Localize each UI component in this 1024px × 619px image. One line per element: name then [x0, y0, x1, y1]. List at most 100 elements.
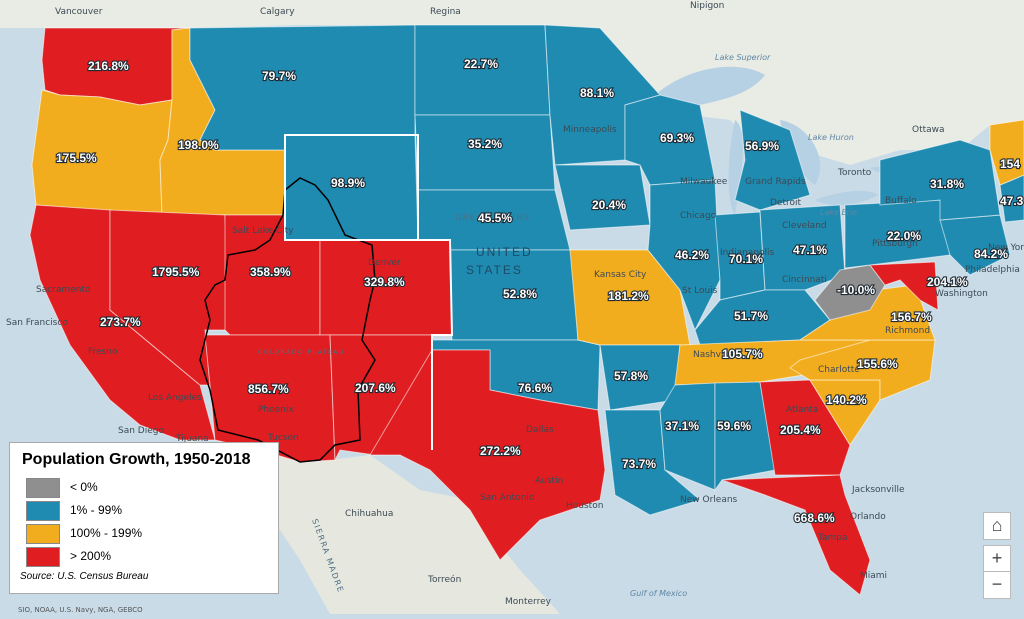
- place-label: New Orleans: [680, 495, 738, 505]
- state-value-label: 198.0%: [178, 138, 219, 152]
- place-label: St Louis: [682, 286, 718, 296]
- lake-superior: [655, 66, 765, 108]
- legend-label: < 0%: [70, 480, 98, 494]
- state-value-label: 156.7%: [891, 310, 932, 324]
- state-value-label: 204.1%: [927, 275, 968, 289]
- state-montana[interactable]: [189, 24, 416, 151]
- place-label: Calgary: [260, 7, 295, 17]
- place-label: San Francisco: [6, 318, 68, 328]
- place-label: Philadelphia: [965, 265, 1020, 275]
- water-label: Lake Erie: [820, 208, 857, 217]
- state-value-label: 272.2%: [480, 444, 521, 458]
- place-label: Detroit: [770, 198, 802, 208]
- state-value-label: 57.8%: [614, 369, 648, 383]
- place-label: Nipigon: [690, 1, 724, 11]
- legend-title: Population Growth, 1950-2018: [22, 451, 251, 468]
- place-label: San Diego: [118, 426, 164, 436]
- place-label: Toronto: [837, 168, 872, 178]
- region-label: GREAT PLAINS: [455, 213, 530, 222]
- legend-source: Source: U.S. Census Bureau: [20, 571, 149, 582]
- state-value-label: 84.2%: [974, 247, 1008, 261]
- legend-swatch: [26, 547, 60, 567]
- state-value-label: 205.4%: [780, 423, 821, 437]
- state-value-label: 105.7%: [722, 347, 763, 361]
- state-oregon[interactable]: [31, 89, 173, 216]
- legend-item: 100% - 199%: [26, 524, 266, 546]
- place-label: Sacramento: [36, 285, 91, 295]
- state-value-label: 358.9%: [250, 265, 291, 279]
- state-georgia[interactable]: [759, 379, 851, 476]
- place-label: Chicago: [680, 211, 717, 221]
- place-label: Richmond: [885, 326, 930, 336]
- state-value-label: 47.3: [1000, 194, 1024, 208]
- water-label: Lake Huron: [808, 133, 854, 142]
- state-value-label: 76.6%: [518, 381, 552, 395]
- place-label: Milwaukee: [680, 177, 728, 187]
- place-label: Cincinnati: [782, 275, 827, 285]
- place-label: Atlanta: [786, 405, 818, 415]
- legend-item: > 200%: [26, 547, 266, 569]
- state-florida[interactable]: [721, 474, 871, 596]
- place-label: Jacksonville: [851, 485, 905, 495]
- state-value-label: 31.8%: [930, 177, 964, 191]
- state-maryland[interactable]: [869, 261, 939, 311]
- place-label: Monterrey: [505, 597, 552, 607]
- state-value-label: 207.6%: [355, 381, 396, 395]
- state-value-label: 98.9%: [331, 176, 365, 190]
- state-value-label: 56.9%: [745, 139, 779, 153]
- place-label: Phoenix: [258, 405, 294, 415]
- state-value-label: -10.0%: [837, 283, 875, 297]
- state-value-label: 52.8%: [503, 287, 537, 301]
- state-newyork[interactable]: [879, 139, 1001, 221]
- state-texas[interactable]: [369, 349, 606, 561]
- zoom-out-button[interactable]: −: [983, 571, 1011, 599]
- home-button[interactable]: ⌂: [983, 512, 1011, 540]
- legend-label: > 200%: [70, 549, 112, 563]
- state-value-label: 140.2%: [826, 393, 867, 407]
- place-label: Tijuana: [175, 434, 209, 444]
- place-label: Minneapolis: [563, 125, 617, 135]
- state-southdakota[interactable]: [414, 114, 556, 191]
- place-label: Houston: [566, 501, 603, 511]
- legend-label: 100% - 199%: [70, 526, 143, 540]
- place-label: Dallas: [526, 425, 554, 435]
- state-value-label: 79.7%: [262, 69, 296, 83]
- zoom-in-button[interactable]: +: [983, 545, 1011, 573]
- state-value-label: 51.7%: [734, 309, 768, 323]
- state-value-label: 69.3%: [660, 131, 694, 145]
- state-illinois[interactable]: [647, 179, 721, 332]
- country-label-line2: STATES: [466, 263, 523, 277]
- place-label: Regina: [430, 7, 461, 17]
- state-value-label: 273.7%: [100, 315, 141, 329]
- place-label: Washington: [935, 289, 988, 299]
- state-value-label: 45.5%: [478, 211, 512, 225]
- states-layer[interactable]: [29, 24, 1024, 596]
- state-value-label: 216.8%: [88, 59, 129, 73]
- state-value-label: 73.7%: [622, 457, 656, 471]
- state-value-label: 22.7%: [464, 57, 498, 71]
- state-value-label: 70.1%: [729, 252, 763, 266]
- place-label: Austin: [535, 476, 563, 486]
- legend-panel: Population Growth, 1950-2018 < 0% 1% - 9…: [9, 442, 279, 594]
- place-label: Los Angeles: [148, 393, 202, 403]
- country-label-line1: UNITED: [476, 245, 533, 259]
- state-mississippi[interactable]: [659, 382, 716, 491]
- place-label: Indianapolis: [720, 248, 775, 258]
- legend-item: < 0%: [26, 478, 266, 500]
- state-alabama[interactable]: [714, 381, 776, 492]
- legend-swatch: [26, 524, 60, 544]
- state-value-label: 1795.5%: [152, 265, 200, 279]
- state-ohio[interactable]: [759, 204, 846, 291]
- legend-label: 1% - 99%: [70, 503, 123, 517]
- place-label: New York: [988, 243, 1024, 253]
- place-label: Tucson: [267, 433, 299, 443]
- legend-swatch: [26, 478, 60, 498]
- state-value-label: 154: [1000, 157, 1020, 171]
- place-label: Charlotte: [818, 365, 860, 375]
- place-label: Orlando: [850, 512, 886, 522]
- state-value-label: 88.1%: [580, 86, 614, 100]
- attribution-text: SIO, NOAA, U.S. Navy, NGA, GEBCO: [18, 606, 143, 614]
- state-newhampshire[interactable]: [989, 119, 1024, 186]
